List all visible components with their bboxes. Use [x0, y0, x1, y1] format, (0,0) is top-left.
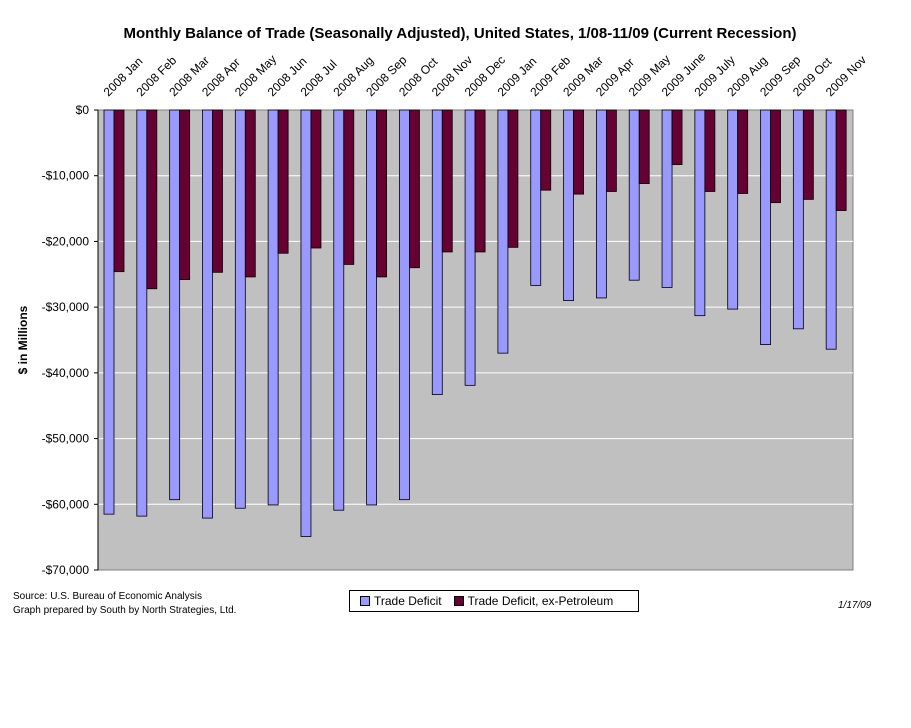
chart-title: Monthly Balance of Trade (Seasonally Adj…	[124, 25, 797, 42]
trade-deficit-bar	[366, 109, 378, 506]
trade-deficit-bar	[694, 109, 706, 317]
y-tick-label: $0	[76, 103, 90, 117]
legend-swatch-ex-petroleum	[453, 596, 464, 606]
ex-petroleum-bar	[704, 109, 716, 192]
ex-petroleum-bar	[507, 109, 519, 248]
x-tick-label: 2009 Nov	[823, 53, 869, 99]
ex-petroleum-bar	[113, 109, 125, 273]
ex-petroleum-bar	[474, 109, 486, 253]
trade-deficit-bar	[530, 109, 542, 286]
ex-petroleum-bar	[638, 109, 650, 184]
gridlines	[98, 175, 853, 505]
ex-petroleum-bar	[540, 109, 552, 191]
y-axis-label: $ in Millions	[16, 305, 30, 374]
ex-petroleum-bar	[737, 109, 749, 194]
y-tick-label: -$30,000	[42, 300, 90, 314]
y-tick-label: -$60,000	[42, 497, 90, 511]
ex-petroleum-bar	[343, 109, 355, 265]
y-tick-label: -$20,000	[42, 234, 90, 248]
legend-item-trade-deficit: Trade Deficit	[360, 594, 442, 608]
trade-deficit-bar	[202, 109, 213, 519]
ex-petroleum-bar	[671, 109, 683, 165]
trade-deficit-bar	[628, 109, 640, 281]
ex-petroleum-bar	[212, 109, 223, 273]
trade-deficit-bar	[267, 109, 279, 506]
ex-petroleum-bar	[146, 109, 158, 290]
ex-petroleum-bar	[835, 109, 847, 211]
trade-deficit-bar	[169, 109, 181, 501]
ex-petroleum-bar	[770, 109, 781, 204]
trade-deficit-bar	[727, 109, 739, 310]
legend-item-ex-petroleum: Trade Deficit, ex-Petroleum	[453, 594, 614, 608]
trade-deficit-bar	[792, 109, 804, 330]
trade-deficit-bar	[234, 109, 246, 509]
y-tick-label: -$40,000	[42, 366, 90, 380]
source-note: Source: U.S. Bureau of Economic Analysis…	[13, 590, 236, 618]
ex-petroleum-bar	[409, 109, 420, 269]
legend-swatch-trade-deficit	[360, 596, 370, 606]
ex-petroleum-bar	[802, 109, 814, 200]
source-line-1: Source: U.S. Bureau of Economic Analysis	[13, 591, 202, 602]
ex-petroleum-bar	[244, 109, 256, 278]
trade-deficit-bar	[136, 109, 148, 517]
trade-deficit-bar	[464, 109, 476, 386]
trade-deficit-bar	[661, 109, 673, 288]
trade-deficit-bar	[300, 109, 312, 537]
trade-deficit-bar	[760, 109, 771, 346]
y-axis-ticks: $0 -$10,000 -$20,000 -$30,000 -$40,000 -$50,0…	[42, 103, 98, 577]
ex-petroleum-bar	[441, 109, 453, 253]
y-tick-label: -$10,000	[42, 169, 90, 183]
trade-deficit-bar	[431, 109, 443, 395]
legend-label-trade-deficit: Trade Deficit	[374, 594, 442, 608]
y-tick-label: -$50,000	[42, 432, 90, 446]
source-line-2: Graph prepared by South by North Strateg…	[13, 605, 237, 616]
trade-deficit-bar	[825, 109, 837, 350]
legend: Trade Deficit Trade Deficit, ex-Petroleu…	[349, 590, 639, 612]
trade-deficit-bar	[497, 109, 509, 354]
ex-petroleum-bar	[310, 109, 322, 249]
y-tick-label: -$70,000	[42, 563, 90, 577]
ex-petroleum-bar	[376, 109, 388, 278]
ex-petroleum-bar	[179, 109, 191, 280]
ex-petroleum-bar	[573, 109, 584, 195]
chart-date: 1/17/09	[838, 600, 872, 611]
legend-label-ex-petroleum: Trade Deficit, ex-Petroleum	[467, 594, 614, 608]
ex-petroleum-bar	[277, 109, 289, 254]
ex-petroleum-bar	[605, 109, 617, 192]
trade-deficit-bar	[333, 109, 345, 511]
trade-deficit-bar	[103, 109, 115, 515]
bars	[103, 109, 847, 537]
trade-deficit-bar	[399, 109, 410, 501]
trade-deficit-bar	[595, 109, 607, 299]
trade-deficit-bar	[563, 109, 574, 301]
